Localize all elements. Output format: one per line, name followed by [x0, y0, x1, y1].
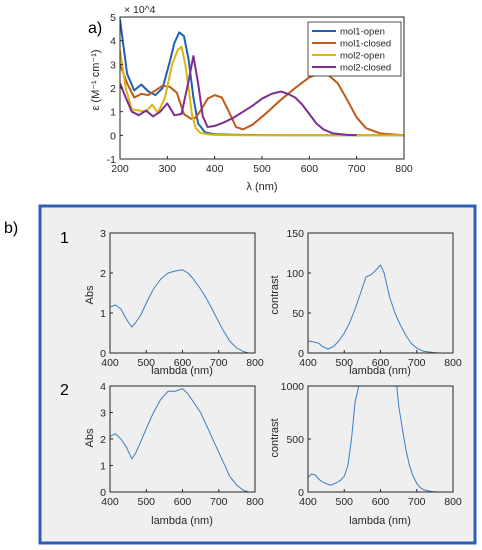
chart-b1-abs: 400 500 600 700 800 0 1 2 3 lambda (nm) Abs — [84, 228, 264, 377]
x-tick-label: 600 — [301, 163, 319, 175]
series-b1-contrast-0 — [308, 264, 446, 353]
chart-b2-contrast: 400 500 600 700 800 0 500 1000 lambda (nm) cont… — [269, 381, 462, 527]
x-tick-label: 800 — [395, 163, 413, 175]
series-mol1-closed — [120, 63, 404, 137]
y-tick-label: 3 — [100, 228, 106, 240]
x-tick-label: 500 — [137, 496, 155, 508]
series-b2-contrast-0 — [308, 386, 439, 492]
y-tick-label: 0 — [100, 487, 106, 499]
y-tick-label: 0 — [110, 130, 116, 142]
x-tick-label: 500 — [137, 357, 155, 369]
y-tick-label: 0 — [100, 348, 106, 360]
x-tick-label: 800 — [246, 357, 264, 369]
x-tick-label: 700 — [210, 496, 228, 508]
chart-b2-contrast-ylabel: contrast — [269, 418, 281, 457]
y-tick-label: 3 — [100, 408, 106, 420]
chart-b1-contrast: 400 500 600 700 800 0 50 100 150 lambda (nm) con… — [269, 228, 462, 377]
series-mol2-closed — [120, 55, 357, 137]
x-tick-label: 700 — [408, 496, 426, 508]
series-b1-abs-0 — [110, 269, 248, 353]
chart-b2-abs-xlabel: lambda (nm) — [151, 515, 213, 527]
y-tick-label: 1 — [110, 107, 116, 119]
legend-label-mol2-open: mol2-open — [340, 51, 385, 62]
x-tick-label: 500 — [335, 496, 353, 508]
x-tick-label: 700 — [408, 357, 426, 369]
y-tick-label: 5 — [110, 12, 116, 24]
row-2-label: 2 — [60, 382, 69, 399]
y-tick-label: 150 — [286, 228, 304, 240]
x-tick-label: 400 — [299, 357, 317, 369]
x-tick-label: 800 — [246, 496, 264, 508]
y-tick-label: 0 — [298, 348, 304, 360]
y-tick-label: 0 — [298, 487, 304, 499]
x-tick-label: 700 — [348, 163, 366, 175]
panel-b-label: b) — [4, 220, 18, 237]
y-tick-label: 2 — [110, 83, 116, 95]
row-1-label: 1 — [60, 230, 69, 247]
legend-label-mol1-open: mol1-open — [340, 27, 385, 38]
x-tick-label: 400 — [101, 357, 119, 369]
y-tick-label: 1 — [100, 461, 106, 473]
x-tick-label: 600 — [372, 496, 390, 508]
x-tick-label: 800 — [444, 357, 462, 369]
panel-a-label: a) — [88, 20, 102, 37]
x-tick-label: 400 — [206, 163, 224, 175]
y-tick-label: 2 — [100, 268, 106, 280]
chart-a: 200 300 400 500 600 700 800 -1 0 1 2 3 4 5 × 10^4 λ (… — [90, 4, 413, 193]
panel-b-frame — [38, 204, 477, 545]
x-tick-label: 600 — [372, 357, 390, 369]
chart-b2-abs-plot: 400 500 600 700 800 0 1 2 3 4 — [100, 381, 264, 508]
x-tick-label: 400 — [299, 496, 317, 508]
x-tick-label: 300 — [159, 163, 177, 175]
y-tick-label: 2 — [100, 434, 106, 446]
x-tick-label: 800 — [444, 496, 462, 508]
chart-b2-abs: 400 500 600 700 800 0 1 2 3 4 lambda (nm) Abs — [84, 381, 264, 527]
x-tick-label: 400 — [101, 496, 119, 508]
y-tick-label: 100 — [286, 268, 304, 280]
x-tick-label: 600 — [174, 357, 192, 369]
chart-b2-abs-ylabel: Abs — [84, 428, 96, 447]
chart-b2-contrast-plot: 400 500 600 700 800 0 500 1000 — [281, 381, 462, 508]
chart-a-plot: 200 300 400 500 600 700 800 -1 0 1 2 3 4 5 — [107, 12, 413, 175]
chart-b1-abs-plot: 400 500 600 700 800 0 1 2 3 — [100, 228, 264, 369]
chart-a-xlabel: λ (nm) — [246, 181, 277, 193]
chart-b1-abs-xlabel: lambda (nm) — [151, 365, 213, 377]
chart-b1-contrast-plot: 400 500 600 700 800 0 50 100 150 — [286, 228, 461, 369]
chart-b2-contrast-xlabel: lambda (nm) — [349, 515, 411, 527]
chart-b1-abs-ylabel: Abs — [84, 285, 96, 304]
chart-a-ylabel: ε (M⁻¹ cm⁻¹) — [90, 49, 102, 110]
y-tick-label: 50 — [292, 308, 304, 320]
y-tick-label: 1000 — [281, 381, 305, 393]
y-tick-label: 4 — [110, 36, 116, 48]
x-tick-label: 500 — [335, 357, 353, 369]
chart-b1-contrast-ylabel: contrast — [269, 275, 281, 314]
y-tick-label: 1 — [100, 308, 106, 320]
y-tick-label: 3 — [110, 59, 116, 71]
legend-label-mol1-closed: mol1-closed — [340, 39, 391, 50]
chart-b1-contrast-xlabel: lambda (nm) — [349, 365, 411, 377]
series-mol2-open — [120, 45, 404, 137]
x-tick-label: 200 — [111, 163, 129, 175]
x-tick-label: 600 — [174, 496, 192, 508]
y-tick-label: -1 — [107, 154, 116, 166]
series-b2-abs-0 — [110, 388, 248, 492]
legend-label-mol2-closed: mol2-closed — [340, 63, 391, 74]
y-tick-label: 500 — [286, 434, 304, 446]
x-tick-label: 500 — [253, 163, 271, 175]
y-tick-label: 4 — [100, 381, 106, 393]
x-tick-label: 700 — [210, 357, 228, 369]
chart-a-exponent: × 10^4 — [124, 4, 156, 16]
